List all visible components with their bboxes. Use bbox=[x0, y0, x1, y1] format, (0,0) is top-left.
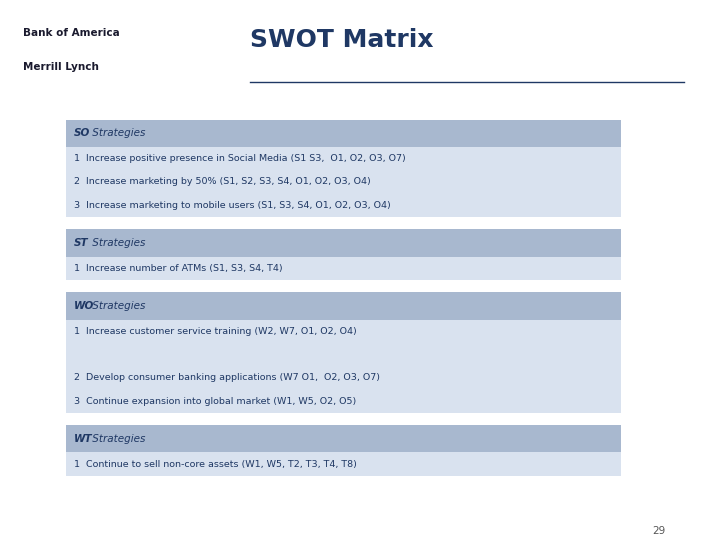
Bar bbox=[66, 194, 621, 217]
Text: 1  Continue to sell non-core assets (W1, W5, T2, T3, T4, T8): 1 Continue to sell non-core assets (W1, … bbox=[74, 460, 357, 469]
Bar bbox=[66, 120, 621, 147]
Bar bbox=[66, 256, 621, 280]
Text: 1  Increase positive presence in Social Media (S1 S3,  O1, O2, O3, O7): 1 Increase positive presence in Social M… bbox=[74, 154, 406, 163]
Text: 1  Increase customer service training (W2, W7, O1, O2, O4): 1 Increase customer service training (W2… bbox=[74, 327, 357, 336]
Text: 2  Develop consumer banking applications (W7 O1,  O2, O3, O7): 2 Develop consumer banking applications … bbox=[74, 373, 380, 382]
Text: ST: ST bbox=[74, 238, 89, 248]
Bar bbox=[66, 389, 621, 413]
Text: Bank of America: Bank of America bbox=[23, 28, 120, 38]
Text: 29: 29 bbox=[652, 526, 665, 536]
Bar bbox=[66, 230, 621, 256]
Text: WO: WO bbox=[74, 301, 94, 311]
Text: Strategies: Strategies bbox=[89, 129, 145, 138]
Text: 3  Continue expansion into global market (W1, W5, O2, O5): 3 Continue expansion into global market … bbox=[74, 397, 356, 406]
Text: 2  Increase marketing by 50% (S1, S2, S3, S4, O1, O2, O3, O4): 2 Increase marketing by 50% (S1, S2, S3,… bbox=[74, 178, 371, 186]
Bar bbox=[66, 453, 621, 476]
Text: Strategies: Strategies bbox=[89, 238, 145, 248]
Bar bbox=[66, 343, 621, 366]
Text: Merrill Lynch: Merrill Lynch bbox=[23, 62, 99, 72]
Text: Strategies: Strategies bbox=[89, 301, 145, 311]
Text: SWOT Matrix: SWOT Matrix bbox=[250, 28, 433, 52]
Bar bbox=[66, 366, 621, 389]
Text: 1  Increase number of ATMs (S1, S3, S4, T4): 1 Increase number of ATMs (S1, S3, S4, T… bbox=[74, 264, 283, 273]
Bar bbox=[66, 425, 621, 453]
Text: SO: SO bbox=[74, 129, 91, 138]
Text: 3  Increase marketing to mobile users (S1, S3, S4, O1, O2, O3, O4): 3 Increase marketing to mobile users (S1… bbox=[74, 201, 391, 210]
Bar bbox=[66, 147, 621, 170]
Bar bbox=[66, 320, 621, 343]
Text: WT: WT bbox=[74, 434, 93, 444]
Bar bbox=[66, 170, 621, 194]
Text: Strategies: Strategies bbox=[89, 434, 145, 444]
Bar bbox=[66, 292, 621, 320]
